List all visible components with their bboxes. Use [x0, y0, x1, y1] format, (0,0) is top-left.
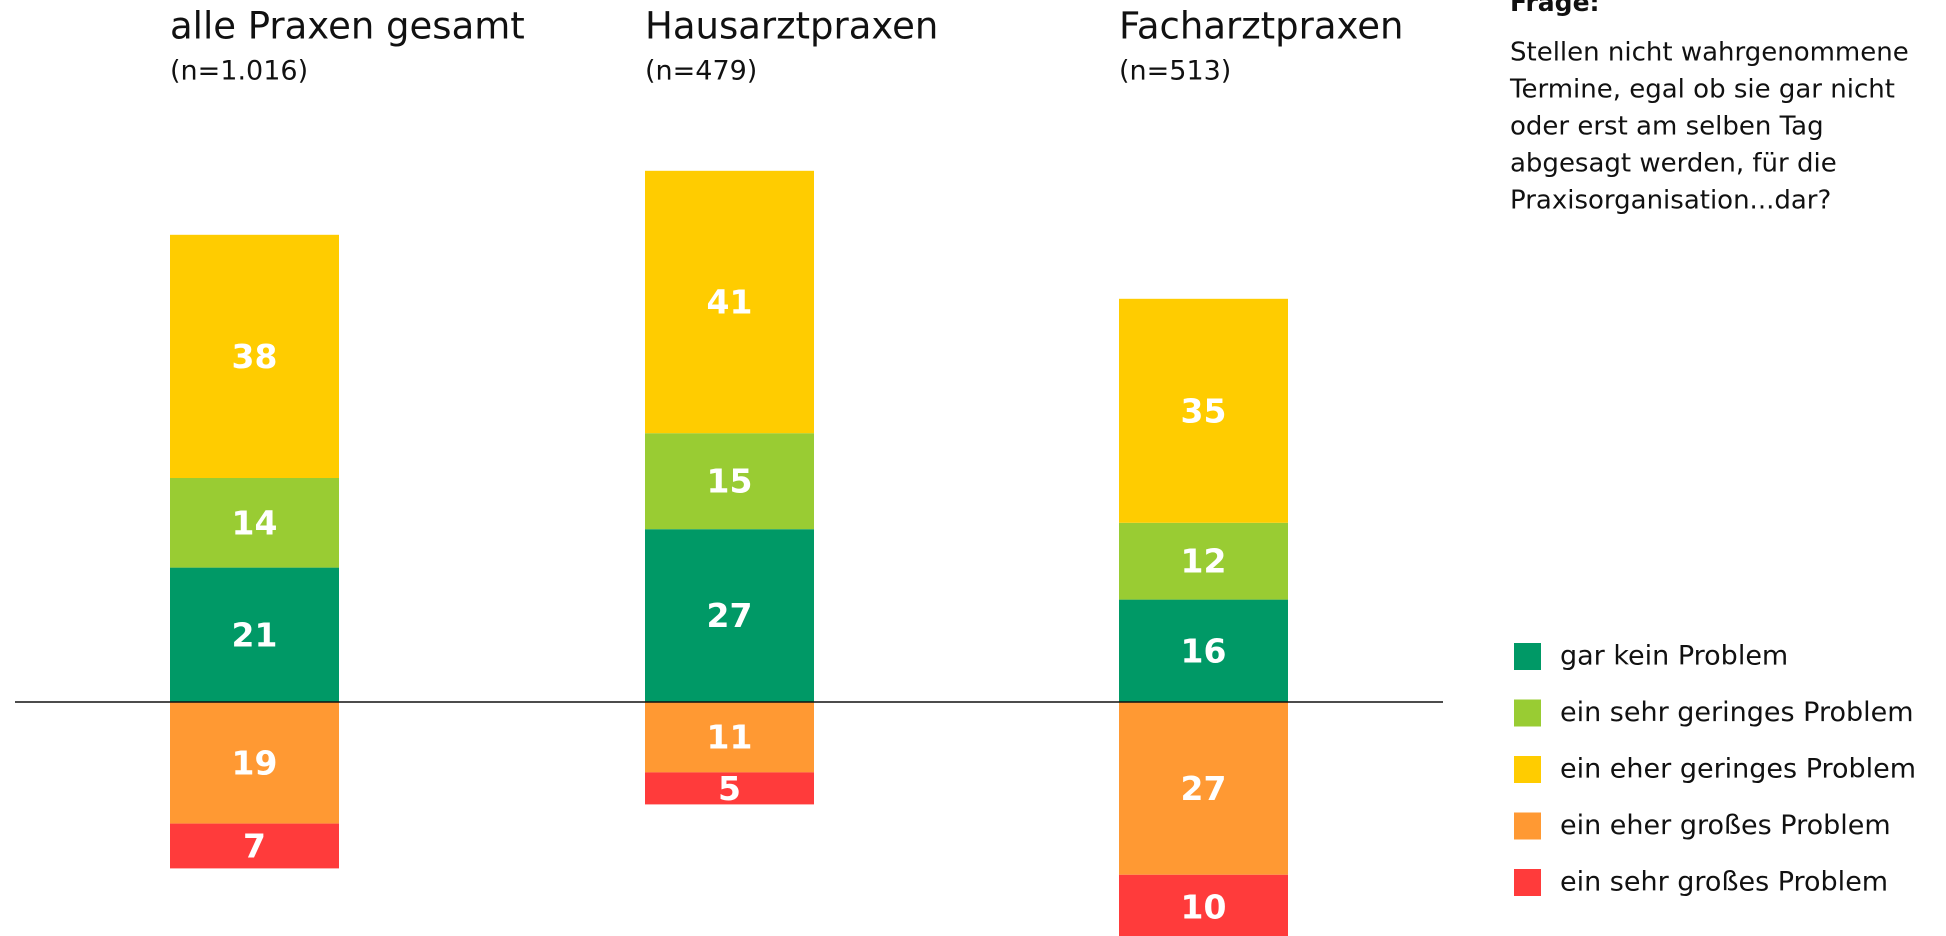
- legend-swatch: [1514, 869, 1541, 896]
- data-label: 21: [232, 615, 278, 654]
- legend-swatch: [1514, 812, 1541, 840]
- category-title: Facharztpraxen: [1119, 5, 1404, 48]
- legend-label: gar kein Problem: [1560, 641, 1788, 672]
- data-label: 27: [707, 596, 753, 635]
- question-label: Frage:: [1510, 0, 1600, 17]
- data-label: 12: [1181, 542, 1227, 581]
- data-label: 5: [718, 769, 741, 808]
- data-label: 14: [232, 503, 278, 542]
- legend-swatch: [1514, 643, 1541, 670]
- bar-segment: [170, 567, 339, 702]
- category-subtitle: (n=1.016): [170, 56, 308, 87]
- bar-segment: [170, 823, 339, 869]
- bar-segment: [645, 772, 814, 805]
- question-text: abgesagt werden, für die: [1510, 149, 1837, 179]
- data-label: 27: [1181, 769, 1227, 808]
- data-label: 41: [707, 283, 753, 322]
- question-text: Stellen nicht wahrgenommene: [1510, 38, 1909, 68]
- data-label: 35: [1181, 391, 1227, 430]
- data-label: 7: [243, 827, 266, 866]
- legend-swatch: [1514, 756, 1541, 783]
- legend-label: ein eher geringes Problem: [1560, 754, 1916, 785]
- bar-segment: [645, 433, 814, 530]
- data-label: 15: [707, 462, 753, 501]
- bar-segment: [1119, 874, 1288, 936]
- data-label: 16: [1181, 631, 1227, 670]
- bar-segment: [1119, 702, 1288, 875]
- legend-swatch: [1514, 699, 1541, 727]
- bar-segment: [645, 529, 814, 702]
- data-label: 38: [232, 337, 278, 376]
- legend-label: ein sehr großes Problem: [1560, 867, 1888, 898]
- data-label: 19: [232, 743, 278, 782]
- bar-segment: [1119, 599, 1288, 702]
- data-label: 11: [707, 718, 753, 757]
- question-text: Termine, egal ob sie gar nicht: [1509, 75, 1895, 105]
- bar-segment: [170, 234, 339, 478]
- category-title: Hausarztpraxen: [645, 5, 938, 48]
- question-text: oder erst am selben Tag: [1510, 112, 1824, 142]
- bar-segment: [170, 702, 339, 824]
- bar-segment: [170, 478, 339, 568]
- category-subtitle: (n=513): [1119, 56, 1231, 87]
- question-text: Praxisorganisation...dar?: [1510, 186, 1831, 216]
- legend-label: ein eher großes Problem: [1560, 810, 1891, 841]
- bar-segment: [1119, 522, 1288, 600]
- bar-segment: [645, 702, 814, 773]
- legend-label: ein sehr geringes Problem: [1560, 697, 1914, 728]
- category-title: alle Praxen gesamt: [170, 5, 525, 48]
- data-label: 10: [1181, 887, 1227, 926]
- bar-segment: [645, 170, 814, 434]
- category-subtitle: (n=479): [645, 56, 757, 87]
- bar-segment: [1119, 298, 1288, 523]
